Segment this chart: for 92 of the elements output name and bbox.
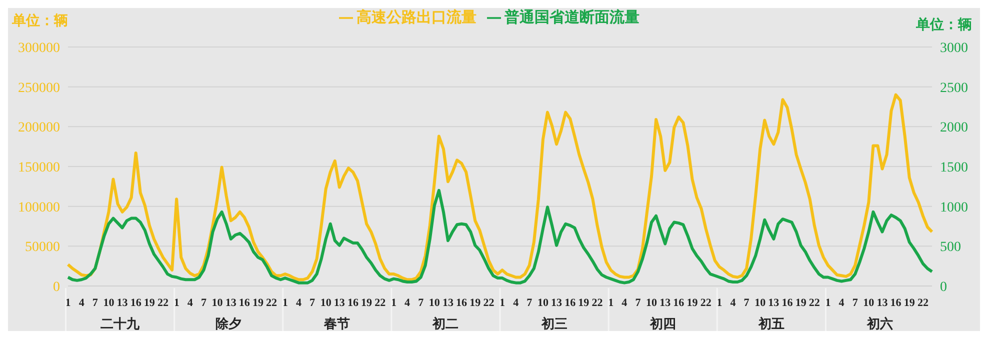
x-tick-label: 16 bbox=[564, 297, 576, 309]
x-tick-label: 13 bbox=[334, 297, 346, 309]
text: 除夕 bbox=[216, 316, 242, 331]
x-tick-label: 22 bbox=[266, 297, 278, 309]
x-tick-label: 1 bbox=[390, 297, 396, 309]
y-tick-label: 0 bbox=[53, 280, 60, 295]
y2-tick-label: 1000 bbox=[940, 200, 968, 216]
text: 初五 bbox=[757, 316, 784, 331]
y2-tick-label: 2500 bbox=[940, 80, 968, 96]
x-tick-label: 4 bbox=[730, 297, 736, 309]
x-tick-label: 4 bbox=[622, 297, 628, 309]
x-tick-label: 10 bbox=[754, 297, 766, 309]
x-tick-label: 19 bbox=[795, 297, 807, 309]
x-tick-label: 10 bbox=[863, 297, 875, 309]
x-tick-label: 13 bbox=[876, 297, 888, 309]
x-tick-label: 4 bbox=[838, 297, 845, 309]
x-tick-label: 16 bbox=[782, 297, 794, 309]
y2-tick-label: 500 bbox=[940, 240, 961, 256]
x-tick-label: 1 bbox=[608, 297, 614, 309]
x-tick-label: 7 bbox=[744, 297, 750, 309]
x-tick-label: 7 bbox=[852, 297, 858, 309]
text: 初三 bbox=[540, 316, 568, 331]
x-tick-label: 4 bbox=[296, 297, 302, 309]
x-tick-label: 13 bbox=[768, 297, 780, 309]
x-tick-label: 1 bbox=[282, 297, 288, 309]
x-tick-label: 1 bbox=[825, 297, 831, 309]
x-tick-label: 19 bbox=[470, 297, 482, 309]
x-tick-label: 22 bbox=[700, 297, 712, 309]
x-tick-label: 1 bbox=[500, 297, 506, 309]
x-tick-label: 13 bbox=[551, 297, 563, 309]
text: 初四 bbox=[648, 316, 676, 331]
x-tick-label: 7 bbox=[200, 297, 207, 309]
x-tick-label: 22 bbox=[917, 297, 929, 309]
x-tick-label: 10 bbox=[646, 297, 658, 309]
x-tick-label: 16 bbox=[456, 297, 468, 309]
y-tick-label: 200000 bbox=[18, 120, 60, 136]
x-tick-label: 4 bbox=[513, 297, 520, 309]
x-tick-label: 16 bbox=[890, 297, 902, 309]
x-tick-label: 1 bbox=[174, 297, 180, 309]
y2-tick-label: 1500 bbox=[940, 160, 968, 176]
y-axis-title: 单位：辆 bbox=[12, 12, 68, 30]
x-tick-label: 19 bbox=[144, 297, 156, 309]
x-tick-label: 16 bbox=[130, 297, 142, 309]
x-tick-label: 22 bbox=[157, 297, 169, 309]
y-tick-label: 100000 bbox=[18, 200, 60, 216]
text: 二十九 bbox=[100, 316, 141, 331]
legend-label: 普通国省道断面流量 bbox=[504, 10, 640, 26]
x-tick-label: 19 bbox=[578, 297, 590, 309]
x-tick-label: 7 bbox=[310, 297, 316, 309]
legend-label: 高速公路出口流量 bbox=[356, 10, 476, 26]
text: 初六 bbox=[866, 316, 893, 331]
x-tick-label: 4 bbox=[187, 297, 194, 309]
x-tick-label: 10 bbox=[212, 297, 224, 309]
x-tick-label: 13 bbox=[116, 297, 128, 309]
x-tick-label: 1 bbox=[716, 297, 722, 309]
y2-tick-label: 3000 bbox=[940, 40, 968, 56]
x-tick-label: 13 bbox=[225, 297, 237, 309]
y2-tick-label: 2000 bbox=[940, 120, 968, 136]
text: 初二 bbox=[432, 316, 459, 331]
y-tick-label: 50000 bbox=[25, 240, 60, 256]
y-tick-label: 300000 bbox=[18, 40, 60, 56]
text: 春节 bbox=[323, 316, 350, 331]
x-tick-label: 10 bbox=[103, 297, 115, 309]
x-tick-label: 16 bbox=[673, 297, 685, 309]
x-tick-label: 10 bbox=[320, 297, 332, 309]
x-tick-label: 22 bbox=[374, 297, 386, 309]
x-tick-label: 10 bbox=[428, 297, 440, 309]
x-tick-label: 10 bbox=[537, 297, 549, 309]
x-tick-label: 19 bbox=[252, 297, 264, 309]
x-tick-label: 4 bbox=[404, 297, 411, 309]
line-series bbox=[66, 188, 934, 284]
x-tick-label: 7 bbox=[418, 297, 424, 309]
y-tick-label: 150000 bbox=[18, 160, 60, 176]
y2-axis-title: 单位：辆 bbox=[916, 16, 972, 34]
x-tick-label: 4 bbox=[78, 297, 85, 309]
x-tick-label: 7 bbox=[635, 297, 642, 309]
x-tick-label: 22 bbox=[808, 297, 820, 309]
x-tick-label: 22 bbox=[483, 297, 495, 309]
x-tick-label: 13 bbox=[660, 297, 672, 309]
x-tick-label: 7 bbox=[92, 297, 98, 309]
x-tick-label: 16 bbox=[238, 297, 250, 309]
y-tick-label: 250000 bbox=[18, 80, 60, 96]
x-tick-label: 19 bbox=[904, 297, 916, 309]
x-tick-label: 1 bbox=[65, 297, 71, 309]
x-tick-label: 13 bbox=[442, 297, 454, 309]
x-tick-label: 19 bbox=[686, 297, 698, 309]
y2-tick-label: 0 bbox=[940, 280, 947, 295]
x-tick-label: 22 bbox=[592, 297, 604, 309]
x-tick-label: 16 bbox=[347, 297, 359, 309]
x-tick-label: 7 bbox=[526, 297, 533, 309]
x-tick-label: 19 bbox=[361, 297, 373, 309]
line-series bbox=[66, 93, 934, 282]
